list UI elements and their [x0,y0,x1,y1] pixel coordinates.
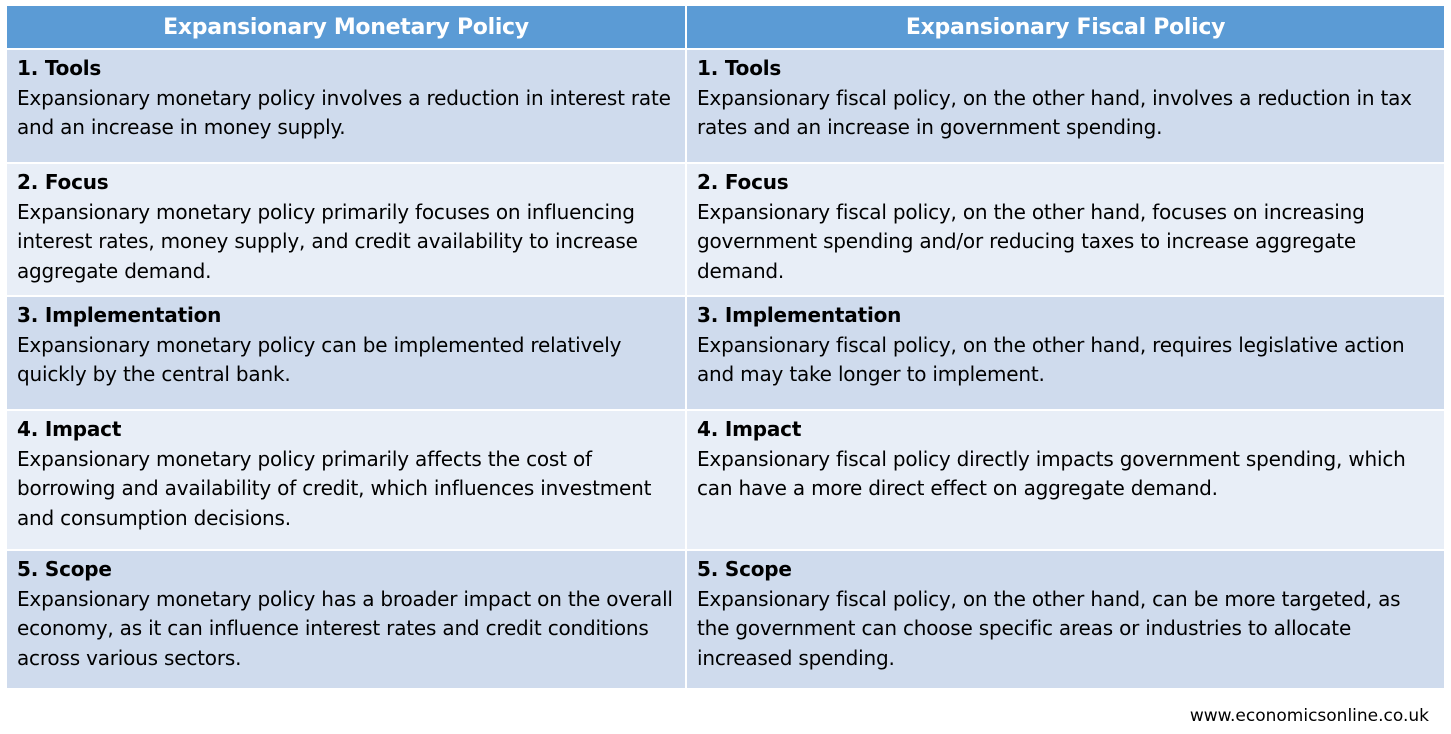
cell-title: 5. Scope [697,557,792,581]
fiscal-cell-impact: 4. Impact Expansionary fiscal policy dir… [687,411,1444,551]
cell-title: 4. Impact [697,417,802,441]
cell-title: 2. Focus [697,170,789,194]
cell-text: Expansionary fiscal policy, on the other… [697,586,1401,670]
fiscal-cell-tools: 1. Tools Expansionary fiscal policy, on … [687,50,1444,164]
fiscal-cell-scope: 5. Scope Expansionary fiscal policy, on … [687,551,1444,690]
fiscal-cell-focus: 2. Focus Expansionary fiscal policy, on … [687,164,1444,297]
fiscal-column-header: Expansionary Fiscal Policy [687,6,1444,50]
cell-title: 1. Tools [17,56,102,80]
cell-text: Expansionary monetary policy has a broad… [17,586,673,670]
cell-text: Expansionary fiscal policy, on the other… [697,85,1412,140]
cell-text: Expansionary fiscal policy, on the other… [697,199,1365,283]
cell-title: 5. Scope [17,557,112,581]
cell-text: Expansionary monetary policy primarily a… [17,446,652,530]
source-url: www.economicsonline.co.uk [1189,706,1429,726]
cell-text: Expansionary monetary policy primarily f… [17,199,638,283]
cell-title: 3. Implementation [697,303,902,327]
cell-text: Expansionary monetary policy involves a … [17,85,671,140]
monetary-cell-tools: 1. Tools Expansionary monetary policy in… [7,50,687,164]
cell-title: 1. Tools [697,56,782,80]
cell-title: 3. Implementation [17,303,222,327]
monetary-cell-scope: 5. Scope Expansionary monetary policy ha… [7,551,687,690]
cell-title: 2. Focus [17,170,109,194]
cell-title: 4. Impact [17,417,122,441]
monetary-cell-impact: 4. Impact Expansionary monetary policy p… [7,411,687,551]
cell-text: Expansionary monetary policy can be impl… [17,332,622,387]
cell-text: Expansionary fiscal policy directly impa… [697,446,1406,501]
monetary-cell-implementation: 3. Implementation Expansionary monetary … [7,297,687,411]
fiscal-cell-implementation: 3. Implementation Expansionary fiscal po… [687,297,1444,411]
monetary-column-header: Expansionary Monetary Policy [7,6,687,50]
comparison-table: Expansionary Monetary Policy Expansionar… [7,6,1444,690]
cell-text: Expansionary fiscal policy, on the other… [697,332,1405,387]
monetary-cell-focus: 2. Focus Expansionary monetary policy pr… [7,164,687,297]
